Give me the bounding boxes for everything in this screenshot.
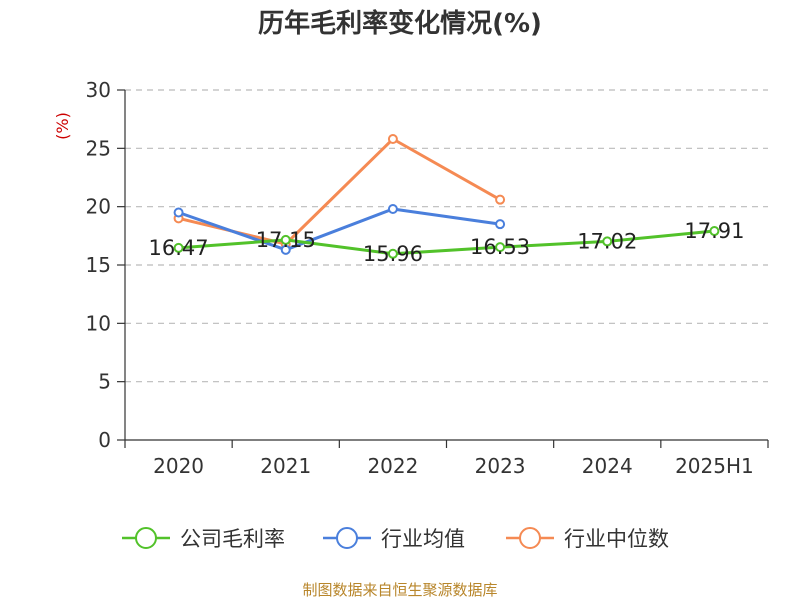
legend-marker xyxy=(336,527,358,549)
data-label: 16.47 xyxy=(149,236,209,260)
grid-lines xyxy=(125,89,768,383)
data-point xyxy=(280,244,291,255)
data-point xyxy=(280,234,291,245)
legend-marker xyxy=(135,527,157,549)
data-label: 16.53 xyxy=(470,235,530,259)
legend-item: 行业均值 xyxy=(323,527,465,551)
y-tick-label: 30 xyxy=(86,78,111,102)
data-point xyxy=(495,194,506,205)
legend-item: 公司毛利率 xyxy=(122,527,285,551)
x-tick-label: 2023 xyxy=(475,454,526,478)
y-tick-label: 15 xyxy=(86,253,111,277)
legend: 公司毛利率 行业均值 行业中位数 xyxy=(122,527,669,551)
data-label: 17.91 xyxy=(684,219,744,243)
legend-marker xyxy=(519,527,541,549)
data-label: 17.15 xyxy=(256,228,316,252)
x-tick-label: 2024 xyxy=(582,454,633,478)
chart-title: 历年毛利率变化情况(%) xyxy=(258,8,542,39)
data-point xyxy=(495,219,506,230)
data-point xyxy=(495,242,506,253)
axes: 0 5 10 15 20 25 30 2020 2021 2022 2023 2024 2025H1 xyxy=(86,78,769,478)
source-note: 制图数据来自恒生聚源数据库 xyxy=(302,581,497,599)
x-tick-label: 2022 xyxy=(367,454,418,478)
data-point xyxy=(387,204,398,214)
data-labels: 16.47 17.15 15.96 16.53 17.02 17.91 xyxy=(149,219,745,266)
legend-item: 行业中位数 xyxy=(506,527,669,551)
x-tick-label: 2020 xyxy=(153,454,204,478)
legend-label: 行业中位数 xyxy=(564,527,669,551)
y-tick-label: 0 xyxy=(98,428,111,452)
y-tick-label: 20 xyxy=(86,195,111,219)
series-line xyxy=(178,207,501,252)
data-label: 15.96 xyxy=(363,242,423,266)
y-tick-label: 10 xyxy=(86,311,111,335)
data-point xyxy=(173,242,184,253)
legend-label: 公司毛利率 xyxy=(180,527,285,551)
y-tick-label: 5 xyxy=(98,370,111,394)
x-tick-label: 2021 xyxy=(260,454,311,478)
series-layer xyxy=(173,134,720,259)
data-point xyxy=(387,248,398,259)
data-point xyxy=(173,207,184,218)
x-tick-label: 2025H1 xyxy=(675,454,754,478)
data-label: 17.02 xyxy=(577,229,637,253)
data-point xyxy=(709,226,720,237)
data-point xyxy=(602,236,613,247)
series-line xyxy=(178,229,715,256)
data-point xyxy=(387,134,398,144)
y-tick-label: 25 xyxy=(86,136,111,160)
y-axis-unit: (%) xyxy=(53,112,72,140)
legend-label: 行业均值 xyxy=(381,527,465,551)
